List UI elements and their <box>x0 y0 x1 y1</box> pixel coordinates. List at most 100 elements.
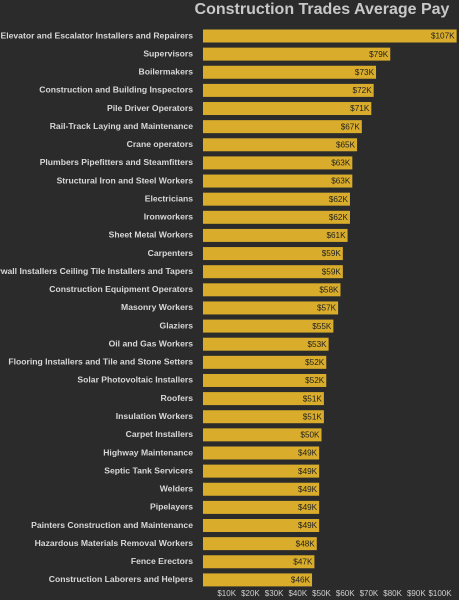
value-label: $62K <box>329 213 349 222</box>
value-label: $51K <box>303 412 323 421</box>
value-label: $61K <box>326 231 346 240</box>
y-tick-label: Construction and Building Inspectors <box>39 85 193 95</box>
y-tick-label: Hazardous Materials Removal Workers <box>35 538 194 548</box>
value-label: $47K <box>293 557 313 566</box>
value-label: $72K <box>353 86 373 95</box>
y-tick-label: Carpet Installers <box>126 429 194 439</box>
value-label: $63K <box>331 177 351 186</box>
y-tick-label: Elevator and Escalator Installers and Re… <box>1 30 194 40</box>
x-tick-label: $30K <box>265 589 284 598</box>
value-label: $62K <box>329 195 349 204</box>
y-tick-label: Fence Erectors <box>131 556 193 566</box>
y-tick-label: Flooring Installers and Tile and Stone S… <box>8 357 193 367</box>
x-tick-label: $60K <box>336 589 355 598</box>
y-tick-label: Ironworkers <box>144 212 193 222</box>
value-label: $49K <box>298 521 318 530</box>
value-label: $79K <box>369 50 389 59</box>
x-tick-label: $90K <box>407 589 426 598</box>
y-tick-label: Carpenters <box>148 248 194 258</box>
bar <box>203 410 324 424</box>
value-label: $49K <box>298 503 318 512</box>
bar <box>203 446 320 460</box>
value-label: $46K <box>291 576 311 585</box>
value-label: $107K <box>431 32 455 41</box>
bar <box>203 464 320 478</box>
bar <box>203 428 322 442</box>
value-label: $49K <box>298 485 318 494</box>
y-tick-label: Insulation Workers <box>116 411 193 421</box>
y-tick-label: Sheet Metal Workers <box>109 230 194 240</box>
y-tick-label: Masonry Workers <box>121 302 193 312</box>
bar <box>203 573 313 587</box>
y-tick-label: Septic Tank Servicers <box>104 465 193 475</box>
bar <box>203 355 327 369</box>
bar <box>203 210 350 224</box>
bar <box>203 319 334 333</box>
y-tick-label: Construction Laborers and Helpers <box>49 574 193 584</box>
value-label: $57K <box>317 304 337 313</box>
x-tick-label: $70K <box>360 589 379 598</box>
value-label: $55K <box>312 322 332 331</box>
bar <box>203 156 353 170</box>
value-label: $51K <box>303 394 323 403</box>
y-tick-label: Pipelayers <box>150 502 193 512</box>
bar <box>203 265 343 279</box>
x-tick-label: $100K <box>428 589 452 598</box>
bar <box>203 247 343 261</box>
bar <box>203 83 374 97</box>
x-tick-label: $20K <box>241 589 260 598</box>
y-tick-label: Boilermakers <box>139 67 194 77</box>
bar <box>203 47 391 61</box>
value-label: $59K <box>322 267 342 276</box>
bar <box>203 500 320 514</box>
bar <box>203 192 350 206</box>
y-tick-label: Drywall Installers Ceiling Tile Installe… <box>0 266 193 276</box>
value-label: $48K <box>296 539 316 548</box>
y-tick-label: Roofers <box>161 393 194 403</box>
bar <box>203 65 377 79</box>
value-label: $50K <box>300 431 320 440</box>
value-label: $65K <box>336 140 356 149</box>
y-tick-label: Glaziers <box>160 320 194 330</box>
bar <box>203 555 315 569</box>
y-tick-label: Crane operators <box>127 139 194 149</box>
bar <box>203 29 457 43</box>
value-label: $49K <box>298 467 318 476</box>
y-tick-label: Welders <box>160 484 193 494</box>
bar <box>203 337 329 351</box>
value-label: $52K <box>305 358 325 367</box>
bar <box>203 120 362 134</box>
value-label: $67K <box>341 122 361 131</box>
value-label: $59K <box>322 249 342 258</box>
bar <box>203 228 348 242</box>
bar <box>203 482 320 496</box>
value-label: $58K <box>319 285 339 294</box>
bar <box>203 537 317 551</box>
value-label: $63K <box>331 159 351 168</box>
value-label: $73K <box>355 68 375 77</box>
chart-title: Construction Trades Average Pay <box>195 1 450 18</box>
value-label: $49K <box>298 449 318 458</box>
bar <box>203 283 341 297</box>
value-label: $52K <box>305 376 325 385</box>
y-tick-label: Painters Construction and Maintenance <box>31 520 193 530</box>
bar <box>203 102 372 116</box>
bar <box>203 519 320 533</box>
bar <box>203 373 327 387</box>
y-tick-label: Plumbers Pipefitters and Steamfitters <box>40 157 194 167</box>
y-tick-label: Supervisors <box>143 48 193 58</box>
bar <box>203 301 339 315</box>
x-tick-label: $10K <box>217 589 236 598</box>
bar <box>203 174 353 188</box>
x-tick-label: $50K <box>312 589 331 598</box>
y-tick-label: Construction Equipment Operators <box>49 284 193 294</box>
y-tick-label: Rail-Track Laying and Maintenance <box>50 121 193 131</box>
x-tick-label: $80K <box>383 589 402 598</box>
y-tick-label: Pile Driver Operators <box>107 103 193 113</box>
value-label: $71K <box>350 104 370 113</box>
x-tick-label: $40K <box>288 589 307 598</box>
y-tick-label: Solar Photovoltaic Installers <box>77 375 193 385</box>
bar <box>203 138 358 152</box>
